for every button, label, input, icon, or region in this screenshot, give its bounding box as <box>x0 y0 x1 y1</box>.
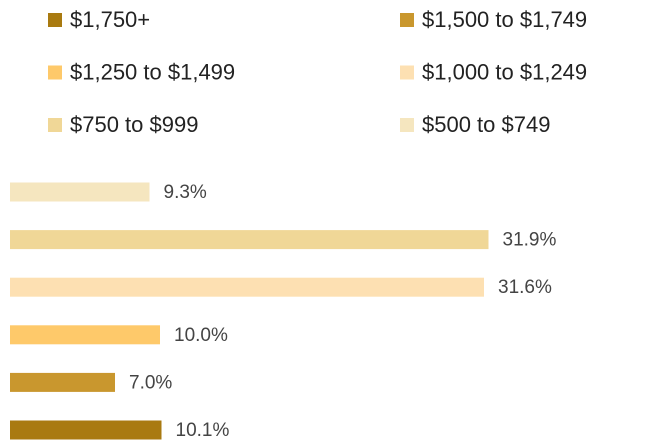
legend-label: $750 to $999 <box>70 112 198 137</box>
legend-swatch <box>48 13 62 27</box>
bar <box>10 372 115 392</box>
legend-label: $1,750+ <box>70 7 150 32</box>
bar <box>10 182 150 202</box>
legend-swatch <box>400 13 414 27</box>
bar <box>10 230 489 250</box>
legend-swatch <box>48 118 62 132</box>
legend-swatch <box>400 65 414 80</box>
bar <box>10 277 484 297</box>
legend-swatch <box>48 65 62 80</box>
legend-label: $1,500 to $1,749 <box>422 7 587 32</box>
legend-label: $1,000 to $1,249 <box>422 59 587 84</box>
value-label: 10.0% <box>174 325 228 346</box>
bar <box>10 420 162 440</box>
legend-label: $1,250 to $1,499 <box>70 59 235 84</box>
legend-label: $500 to $749 <box>422 112 550 137</box>
value-label: 9.3% <box>164 182 207 203</box>
legend-swatch <box>400 118 414 132</box>
value-label: 31.9% <box>503 230 557 251</box>
value-label: 10.1% <box>176 420 230 441</box>
value-label: 31.6% <box>498 277 552 298</box>
value-label: 7.0% <box>129 372 172 393</box>
bar <box>10 325 160 345</box>
